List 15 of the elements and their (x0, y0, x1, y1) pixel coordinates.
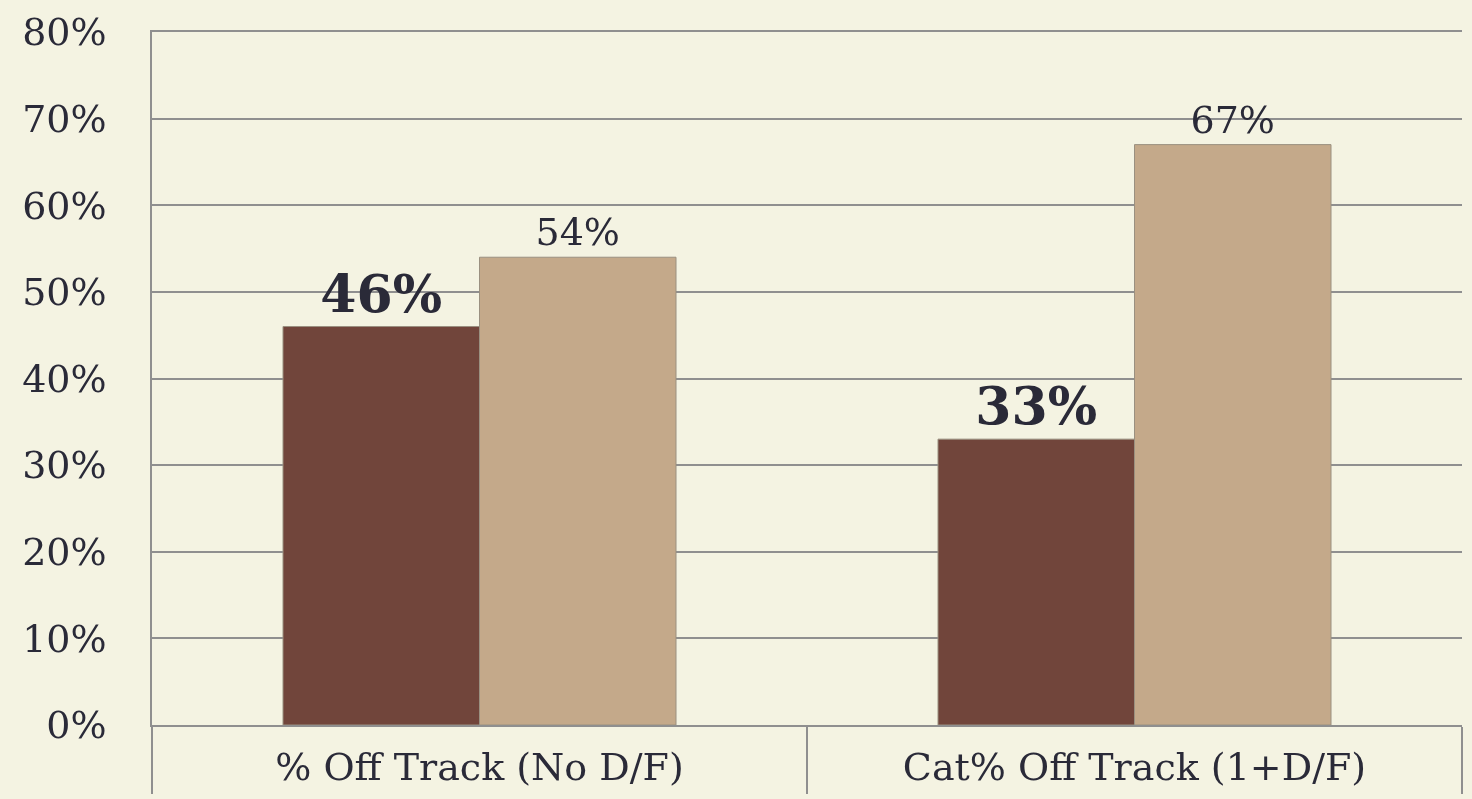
x-tick-label: Cat% Off Track (1+D/F) (902, 745, 1367, 790)
y-tick-label: 70% (22, 96, 107, 141)
data-label: 54% (535, 210, 620, 255)
y-tick-label: 10% (22, 616, 107, 661)
y-tick-label: 30% (22, 443, 107, 488)
x-tick-label: % Off Track (No D/F) (275, 745, 684, 790)
data-label: 67% (1190, 97, 1275, 142)
y-tick-label: 50% (22, 270, 107, 315)
y-tick-label: 0% (46, 703, 107, 748)
y-tick-label: 40% (22, 356, 107, 401)
y-tick-label: 60% (22, 183, 107, 228)
y-tick-label: 20% (22, 530, 107, 575)
data-label: 46% (320, 262, 443, 324)
data-label: 33% (975, 375, 1098, 437)
y-tick-label: 80% (22, 10, 107, 55)
